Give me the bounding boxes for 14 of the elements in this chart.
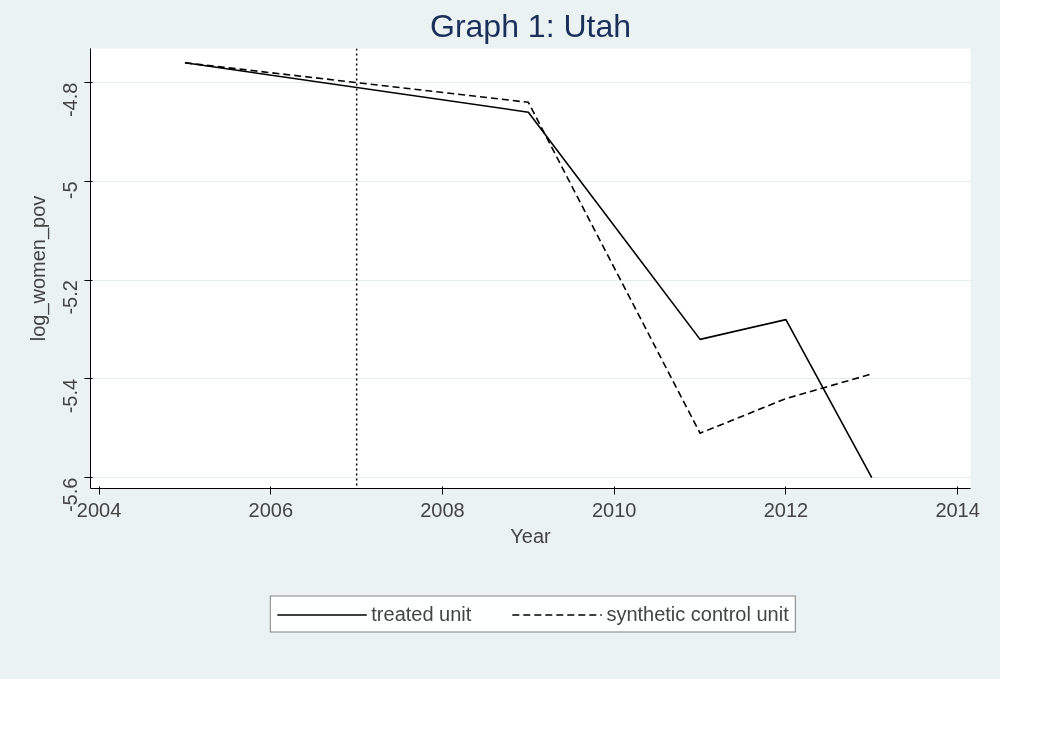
x-tick-label: 2014 xyxy=(935,498,980,521)
legend-label: treated unit xyxy=(371,602,472,626)
y-tick-label: -5.4 xyxy=(59,378,82,414)
y-tick-label: -5.2 xyxy=(59,280,82,315)
y-tick-label: -4.8 xyxy=(59,82,82,118)
x-tick-label: 2010 xyxy=(591,498,637,521)
x-tick-label: 2008 xyxy=(420,498,465,521)
x-tick-label: 2012 xyxy=(763,498,809,521)
x-tick-label: 2006 xyxy=(248,498,294,521)
chart-title: Graph 1: Utah xyxy=(430,7,631,44)
x-axis-title: Year xyxy=(510,524,552,547)
y-tick-label: -5 xyxy=(59,181,82,200)
legend-label: synthetic control unit xyxy=(606,602,789,626)
y-axis-title: log_women_pov xyxy=(26,195,50,342)
